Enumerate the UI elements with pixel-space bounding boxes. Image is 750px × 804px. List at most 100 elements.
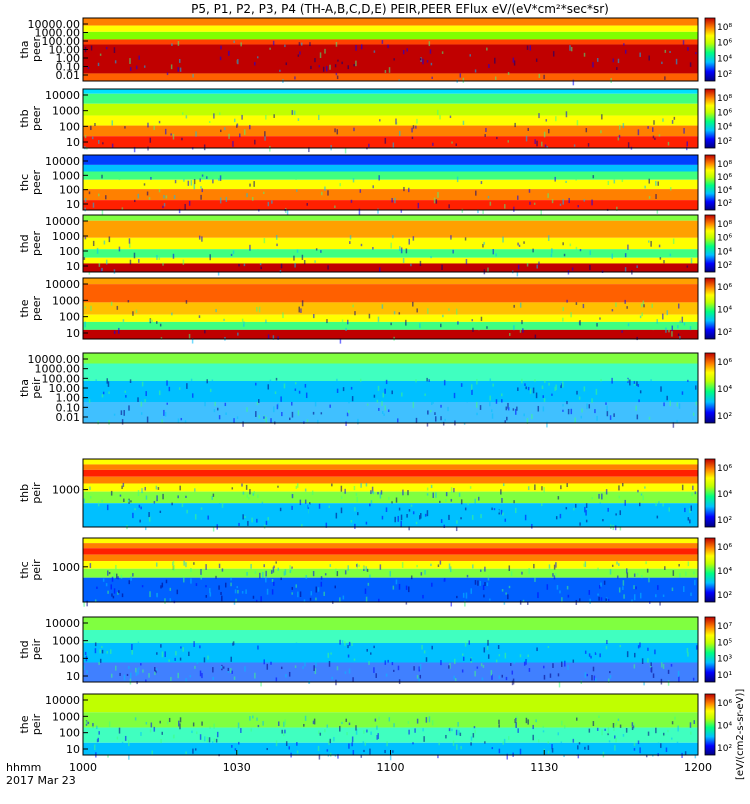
speckle xyxy=(230,253,233,257)
speckle xyxy=(499,646,502,650)
speckle xyxy=(351,742,353,747)
panel-ylabel-instrument: peir xyxy=(30,559,43,581)
panel-ylabel-instrument: peer xyxy=(30,170,43,196)
spectrogram-band xyxy=(83,179,698,190)
speckle xyxy=(137,490,140,496)
speckle xyxy=(341,721,343,725)
speckle xyxy=(266,748,268,751)
colorbar-tick-label: 10² xyxy=(717,137,732,147)
speckle xyxy=(154,671,156,675)
speckle xyxy=(687,47,689,51)
speckle xyxy=(191,730,193,734)
speckle xyxy=(498,719,500,725)
speckle xyxy=(660,325,663,329)
speckle xyxy=(312,570,315,577)
speckle xyxy=(298,42,301,46)
panel-frame xyxy=(82,458,699,528)
speckle xyxy=(339,183,341,187)
speckle xyxy=(462,77,465,83)
speckle xyxy=(402,489,404,496)
colorbar-tick-label: 10⁴ xyxy=(717,123,732,133)
speckle xyxy=(619,724,622,728)
speckle xyxy=(296,249,299,253)
speckle xyxy=(148,512,150,518)
speckle xyxy=(249,489,251,495)
speckle xyxy=(174,179,177,184)
spectrogram-band xyxy=(83,103,698,116)
speckle xyxy=(570,408,573,415)
speckle xyxy=(443,524,446,529)
speckle xyxy=(566,401,568,405)
speckle xyxy=(405,319,407,326)
speckle xyxy=(658,244,661,248)
speckle xyxy=(474,69,477,73)
speckle xyxy=(431,76,433,80)
speckle xyxy=(83,257,86,260)
speckle xyxy=(289,417,291,421)
spectrogram-texture xyxy=(84,109,688,154)
speckle xyxy=(263,643,265,650)
speckle xyxy=(655,194,657,199)
speckle xyxy=(608,740,611,743)
speckle xyxy=(93,744,96,751)
speckle xyxy=(249,244,251,251)
spectrogram-texture xyxy=(83,482,697,532)
speckle xyxy=(313,314,315,319)
speckle xyxy=(221,502,224,508)
speckle xyxy=(562,403,564,407)
speckle xyxy=(335,42,338,47)
speckle xyxy=(86,600,88,607)
speckle xyxy=(326,319,328,324)
speckle xyxy=(101,394,104,398)
speckle xyxy=(609,671,611,674)
speckle xyxy=(562,317,564,322)
speckle xyxy=(200,186,202,189)
colorbar xyxy=(704,352,716,424)
speckle xyxy=(164,128,167,135)
speckle xyxy=(552,51,555,57)
speckle xyxy=(107,590,109,594)
speckle xyxy=(687,652,689,657)
speckle xyxy=(97,62,100,67)
speckle xyxy=(136,649,138,655)
speckle xyxy=(465,258,468,265)
speckle xyxy=(534,577,536,582)
speckle xyxy=(229,648,231,654)
speckle xyxy=(528,189,531,193)
speckle xyxy=(369,574,371,578)
speckle xyxy=(99,53,102,56)
speckle xyxy=(543,487,545,493)
speckle xyxy=(502,512,504,516)
speckle xyxy=(406,514,408,518)
speckle xyxy=(441,264,443,271)
speckle xyxy=(439,560,442,565)
speckle xyxy=(561,383,563,387)
speckle xyxy=(618,124,621,130)
speckle xyxy=(155,670,157,674)
speckle xyxy=(573,646,576,649)
speckle xyxy=(599,502,601,508)
speckle xyxy=(304,662,306,667)
speckle xyxy=(151,750,153,755)
speckle xyxy=(459,747,461,751)
speckle xyxy=(283,571,286,576)
speckle xyxy=(330,652,332,655)
speckle xyxy=(354,507,356,512)
speckle xyxy=(557,732,560,736)
speckle xyxy=(194,488,196,492)
speckle xyxy=(354,311,356,316)
speckle xyxy=(558,681,561,688)
speckle xyxy=(90,45,93,51)
speckle xyxy=(137,397,139,402)
speckle xyxy=(431,720,434,726)
speckle xyxy=(408,187,410,193)
speckle xyxy=(190,567,192,572)
speckle xyxy=(114,60,117,64)
speckle xyxy=(304,715,307,721)
speckle xyxy=(456,176,459,183)
speckle xyxy=(381,40,384,44)
speckle xyxy=(395,497,398,503)
speckle xyxy=(270,645,272,650)
speckle xyxy=(434,412,436,415)
speckle xyxy=(572,659,575,663)
